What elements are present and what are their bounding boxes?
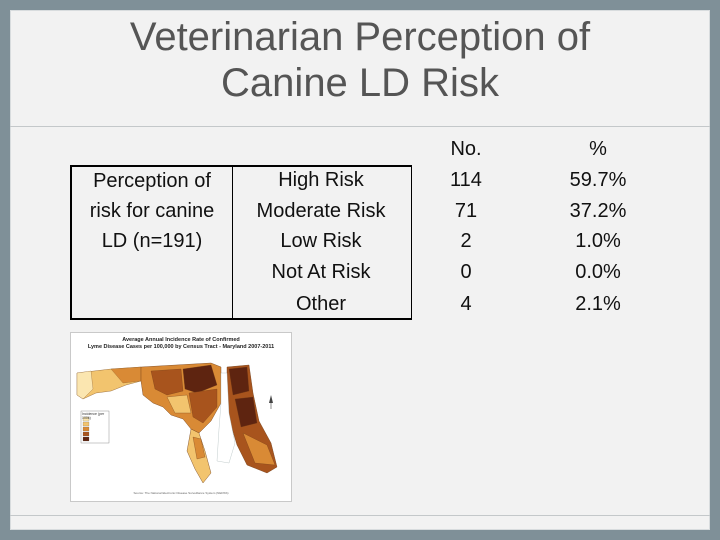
map-title-line-1: Average Annual Incidence Rate of Confirm… [122, 337, 240, 343]
category-cell: Other [295, 293, 347, 315]
count-cell: 0 [460, 261, 472, 283]
percent-cell: 0.0% [575, 261, 621, 283]
count-cell: 4 [460, 293, 472, 315]
column-header-percent: % [589, 138, 607, 160]
slide-title-line-1: Veterinarian Perception of [129, 15, 591, 59]
map-title-line-2: Lyme Disease Cases per 100,000 by Census… [87, 344, 275, 350]
row-group-label-line-1: Perception of [93, 170, 211, 192]
risk-table-column-divider [232, 165, 233, 320]
category-cell: Moderate Risk [256, 200, 386, 222]
percent-cell: 37.2% [569, 200, 627, 222]
map-legend-title: Incidence (per 100k) [82, 412, 105, 420]
count-cell: 71 [454, 200, 478, 222]
percent-cell: 59.7% [569, 169, 627, 191]
count-cell: 114 [450, 169, 482, 191]
row-group-label-line-2: risk for canine [89, 200, 215, 222]
map-title: Average Annual Incidence Rate of Confirm… [71, 337, 291, 351]
footer-divider [10, 515, 710, 516]
column-header-no: No. [450, 138, 482, 160]
percent-cell: 2.1% [575, 293, 621, 315]
title-divider [10, 126, 710, 127]
map-source-note: Source: The National Electronic Disease … [133, 491, 229, 495]
lyme-incidence-map-image: Average Annual Incidence Rate of Confirm… [70, 332, 292, 502]
maryland-map-icon [76, 362, 278, 484]
row-group-label-line-3: LD (n=191) [101, 230, 203, 252]
percent-cell: 1.0% [575, 230, 621, 252]
category-cell: High Risk [278, 169, 364, 191]
category-cell: Low Risk [280, 230, 362, 252]
slide-title-line-2: Canine LD Risk [221, 61, 499, 105]
slide-title: Veterinarian Perception of Canine LD Ris… [0, 14, 720, 106]
risk-table-border [70, 165, 412, 320]
category-cell: Not At Risk [271, 261, 371, 283]
count-cell: 2 [460, 230, 472, 252]
